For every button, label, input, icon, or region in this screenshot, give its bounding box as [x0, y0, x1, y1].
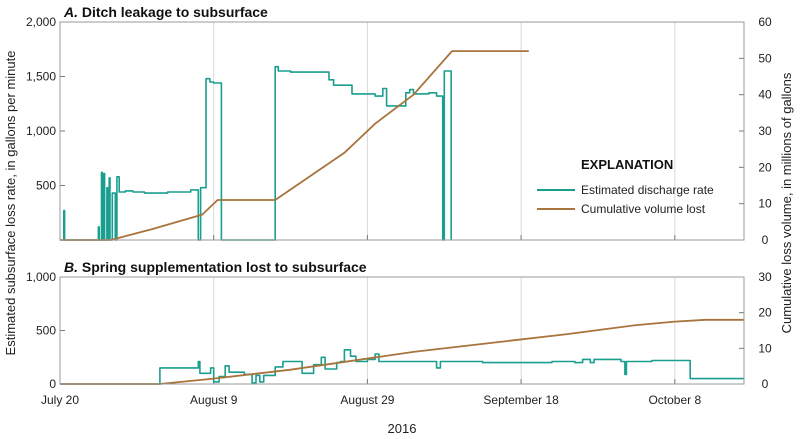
- y-right-tick-label: 10: [758, 197, 772, 211]
- cumulative-volume-line-panel-a: [60, 50, 529, 241]
- x-tick-label: August 9: [190, 393, 238, 407]
- y-right-tick-label: 10: [758, 341, 772, 355]
- panel-b-title-text: Spring supplementation lost to subsurfac…: [82, 259, 367, 275]
- discharge-rate-line-panel-a: [62, 65, 453, 241]
- panel-a-title-text: Ditch leakage to subsurface: [82, 4, 268, 20]
- y-left-tick-label: 1,000: [26, 270, 56, 284]
- panel-b-x-gridlines: [213, 277, 676, 384]
- panel-b-title: B. Spring supplementation lost to subsur…: [64, 259, 367, 275]
- legend-label-discharge: Estimated discharge rate: [581, 183, 714, 197]
- panel-a-series: [60, 50, 529, 241]
- y-right-tick-label: 50: [758, 51, 772, 65]
- y-right-tick-label: 30: [758, 270, 772, 284]
- y-right-tick-label: 40: [758, 88, 772, 102]
- y-right-tick-label: 60: [758, 15, 772, 29]
- panel-b-ticks: 0 500 1,000 0 10 20 30: [26, 270, 772, 391]
- x-axis-title: 2016: [388, 421, 417, 436]
- y-left-tick-label: 500: [36, 179, 56, 193]
- panel-b-series: [60, 318, 744, 385]
- y-left-tick-label: 2,000: [26, 15, 56, 29]
- panel-b: 0 500 1,000 0 10 20 30 B. Spring supplementati…: [26, 259, 772, 391]
- legend-label-cumulative: Cumulative volume lost: [581, 202, 706, 216]
- y-left-tick-label: 500: [36, 324, 56, 338]
- panel-a: 500 1,000 1,500 2,000 0 10 20 30 40 50 60 A. Ditch…: [26, 4, 772, 247]
- y-right-tick-label: 30: [758, 124, 772, 138]
- x-tick-label: July 20: [41, 393, 79, 407]
- y-axis-right-title: Cumulative loss volume, in millions of g…: [779, 72, 794, 333]
- panel-b-frame: [59, 276, 745, 385]
- y-right-tick-label: 20: [758, 306, 772, 320]
- x-tick-label: October 8: [648, 393, 701, 407]
- y-left-tick-label: 0: [49, 377, 56, 391]
- y-right-tick-label: 20: [758, 160, 772, 174]
- panel-a-ticks: 500 1,000 1,500 2,000 0 10 20 30 40 50 60: [26, 15, 772, 247]
- legend-title: EXPLANATION: [581, 157, 673, 172]
- y-left-tick-label: 1,500: [26, 70, 56, 84]
- y-axis-left-title: Estimated subsurface loss rate, in gallo…: [3, 51, 18, 356]
- x-tick-label: September 18: [483, 393, 559, 407]
- panel-a-frame: [59, 21, 745, 241]
- cumulative-volume-line-panel-b: [60, 318, 744, 385]
- y-right-tick-label: 0: [762, 377, 769, 391]
- discharge-rate-line-panel-b: [60, 348, 744, 385]
- legend: EXPLANATION Estimated discharge rate Cum…: [537, 157, 714, 216]
- y-right-tick-label: 0: [762, 233, 769, 247]
- panel-a-title-letter: A.: [63, 4, 78, 20]
- panel-b-title-letter: B.: [64, 259, 78, 275]
- panel-a-title: A. Ditch leakage to subsurface: [63, 4, 268, 20]
- y-left-tick-label: 1,000: [26, 124, 56, 138]
- x-tick-label: August 29: [340, 393, 394, 407]
- x-tick-labels: July 20 August 9 August 29 September 18 Octo…: [41, 393, 702, 407]
